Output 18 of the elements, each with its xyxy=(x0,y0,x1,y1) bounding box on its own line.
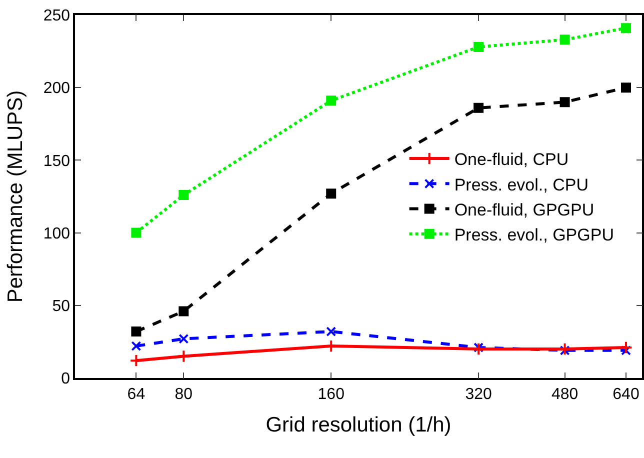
legend-label: Press. evol., GPGPU xyxy=(454,225,614,244)
y-tick-label: 50 xyxy=(52,298,70,315)
y-tick-label: 100 xyxy=(43,225,70,242)
y-tick-label: 150 xyxy=(43,152,70,170)
legend-label: One-fluid, GPGPU xyxy=(454,200,594,220)
x-axis-title: Grid resolution (1/h) xyxy=(266,414,452,437)
y-axis-title: Performance (MLUPS) xyxy=(4,90,27,303)
y-tick-label: 200 xyxy=(43,80,70,98)
x-tick-label: 80 xyxy=(174,386,193,403)
x-tick-label: 160 xyxy=(318,386,345,403)
x-tick-label: 64 xyxy=(127,386,146,403)
x-tick-label: 320 xyxy=(465,386,492,403)
x-tick-label: 640 xyxy=(612,386,640,403)
y-tick-label: 0 xyxy=(61,370,70,388)
legend-label: One-fluid, CPU xyxy=(454,150,569,170)
legend-label: Press. evol., CPU xyxy=(454,175,588,194)
x-tick-label: 480 xyxy=(551,386,578,403)
y-tick-label: 250 xyxy=(43,8,70,25)
